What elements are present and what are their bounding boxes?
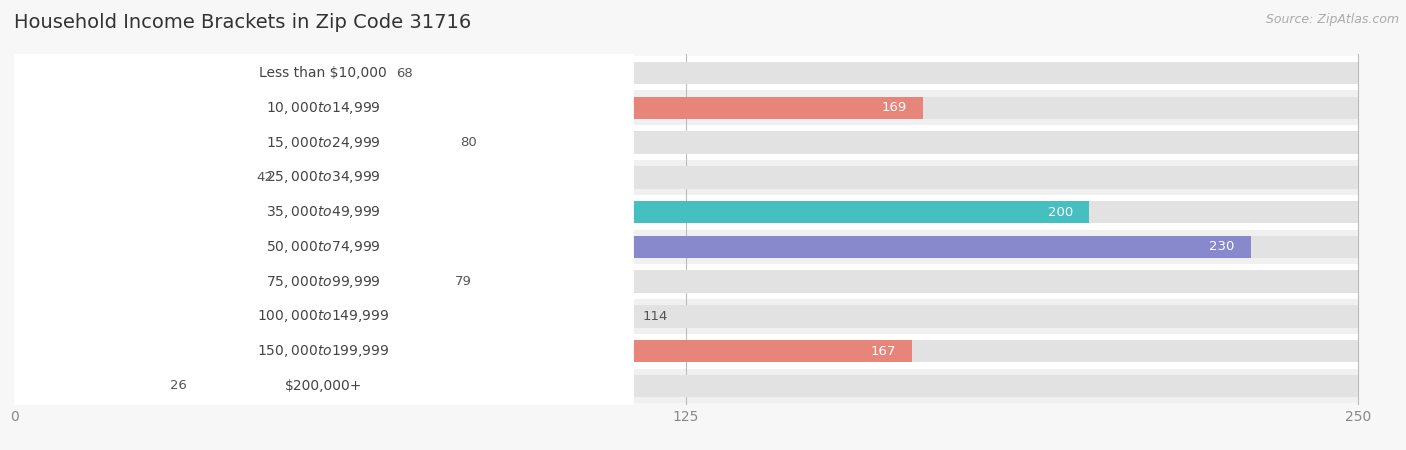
- Text: 114: 114: [643, 310, 668, 323]
- Bar: [14, 340, 1358, 362]
- Bar: [14, 97, 922, 119]
- FancyBboxPatch shape: [13, 280, 634, 353]
- Bar: [14, 334, 1358, 369]
- Bar: [14, 264, 1358, 299]
- Text: 169: 169: [882, 101, 907, 114]
- Text: 200: 200: [1047, 206, 1073, 219]
- Bar: [14, 369, 1358, 403]
- Text: 68: 68: [395, 67, 412, 80]
- FancyBboxPatch shape: [13, 210, 634, 284]
- Text: $75,000 to $99,999: $75,000 to $99,999: [266, 274, 381, 290]
- Text: 230: 230: [1209, 240, 1234, 253]
- Bar: [14, 131, 444, 154]
- Text: 80: 80: [460, 136, 477, 149]
- Bar: [14, 90, 1358, 125]
- Text: $200,000+: $200,000+: [284, 379, 361, 393]
- Bar: [14, 160, 1358, 195]
- Bar: [14, 166, 240, 189]
- Bar: [14, 230, 1358, 264]
- Bar: [14, 201, 1358, 223]
- Bar: [14, 270, 1358, 293]
- FancyBboxPatch shape: [13, 71, 634, 144]
- Text: $100,000 to $149,999: $100,000 to $149,999: [257, 308, 389, 324]
- Bar: [14, 195, 1358, 230]
- FancyBboxPatch shape: [13, 245, 634, 318]
- Bar: [14, 299, 1358, 334]
- Text: $10,000 to $14,999: $10,000 to $14,999: [266, 100, 381, 116]
- FancyBboxPatch shape: [13, 141, 634, 214]
- Bar: [14, 305, 1358, 328]
- Bar: [14, 305, 627, 328]
- Bar: [14, 62, 380, 85]
- Text: 79: 79: [456, 275, 472, 288]
- Bar: [14, 340, 912, 362]
- Text: 42: 42: [256, 171, 273, 184]
- Text: Less than $10,000: Less than $10,000: [259, 66, 387, 80]
- Bar: [14, 374, 1358, 397]
- Bar: [14, 62, 1358, 85]
- Text: 26: 26: [170, 379, 187, 392]
- Bar: [14, 166, 1358, 189]
- Bar: [14, 201, 1090, 223]
- Text: 167: 167: [870, 345, 896, 358]
- Bar: [14, 97, 1358, 119]
- Text: $150,000 to $199,999: $150,000 to $199,999: [257, 343, 389, 359]
- Bar: [14, 125, 1358, 160]
- FancyBboxPatch shape: [13, 176, 634, 249]
- Text: $50,000 to $74,999: $50,000 to $74,999: [266, 239, 381, 255]
- Text: $15,000 to $24,999: $15,000 to $24,999: [266, 135, 381, 151]
- Text: $35,000 to $49,999: $35,000 to $49,999: [266, 204, 381, 220]
- Bar: [14, 374, 153, 397]
- FancyBboxPatch shape: [13, 349, 634, 423]
- FancyBboxPatch shape: [13, 106, 634, 179]
- FancyBboxPatch shape: [13, 315, 634, 388]
- Text: Household Income Brackets in Zip Code 31716: Household Income Brackets in Zip Code 31…: [14, 14, 471, 32]
- Bar: [14, 131, 1358, 154]
- Bar: [14, 56, 1358, 90]
- Text: Source: ZipAtlas.com: Source: ZipAtlas.com: [1265, 14, 1399, 27]
- Bar: [14, 270, 439, 293]
- Bar: [14, 236, 1250, 258]
- Text: $25,000 to $34,999: $25,000 to $34,999: [266, 169, 381, 185]
- FancyBboxPatch shape: [13, 36, 634, 110]
- Bar: [14, 236, 1358, 258]
